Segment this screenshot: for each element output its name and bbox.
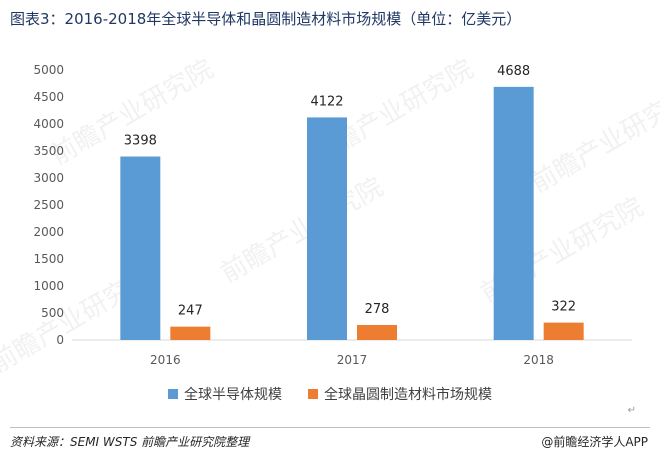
y-tick-label: 3000	[33, 171, 64, 185]
data-label: 247	[178, 304, 203, 319]
footer-divider	[10, 427, 650, 428]
y-tick-label: 500	[41, 306, 64, 320]
data-label: 4122	[310, 94, 343, 109]
data-label: 3398	[124, 134, 157, 149]
x-axis-ticks: 2016 2017 2018	[150, 353, 554, 367]
data-label: 322	[551, 300, 576, 315]
y-tick-label: 4000	[33, 117, 64, 131]
brand-credit: @前瞻经济学人APP	[541, 435, 648, 449]
data-label: 278	[365, 302, 390, 317]
return-mark-icon: ↵	[627, 405, 636, 416]
bar	[493, 86, 534, 341]
data-label: 4688	[497, 64, 530, 79]
y-tick-label: 1000	[33, 279, 64, 293]
legend-label: 全球晶圆制造材料市场规模	[324, 387, 492, 403]
data-labels: 3398 247 4122 278 4688 322	[124, 64, 576, 319]
chart-title: 图表3：2016-2018年全球半导体和晶圆制造材料市场规模（单位：亿美元）	[10, 10, 522, 28]
legend-label: 全球半导体规模	[184, 387, 282, 403]
bar	[307, 117, 347, 340]
y-axis-ticks: 0 500 1000 1500 2000 2500 3000 3500 4000 4500 5000	[33, 63, 64, 347]
bar	[170, 326, 211, 340]
legend-item-semiconductor: 全球半导体规模	[168, 384, 282, 404]
legend: 全球半导体规模 全球晶圆制造材料市场规模	[0, 384, 660, 404]
legend-swatch	[168, 389, 178, 399]
y-tick-label: 2000	[33, 225, 64, 239]
bars	[120, 86, 584, 341]
bar	[120, 156, 161, 340]
bar	[357, 324, 397, 340]
y-tick-label: 2500	[33, 198, 64, 212]
y-tick-label: 5000	[33, 63, 64, 77]
y-tick-label: 0	[56, 333, 64, 347]
legend-swatch	[308, 389, 318, 399]
y-tick-label: 4500	[33, 90, 64, 104]
y-tick-label: 3500	[33, 144, 64, 158]
bar-chart: 0 500 1000 1500 2000 2500 3000 3500 4000 4500 5000…	[33, 63, 632, 367]
source-note: 资料来源：SEMI WSTS 前瞻产业研究院整理	[10, 435, 250, 449]
y-tick-label: 1500	[33, 252, 64, 266]
x-tick-label: 2016	[150, 353, 181, 367]
legend-item-wafer-materials: 全球晶圆制造材料市场规模	[308, 384, 492, 404]
x-tick-label: 2018	[523, 353, 554, 367]
bar	[543, 322, 584, 340]
x-tick-label: 2017	[337, 353, 368, 367]
